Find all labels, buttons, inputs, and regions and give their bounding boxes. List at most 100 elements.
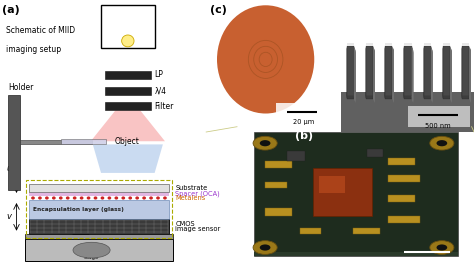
Bar bbox=[346, 47, 354, 97]
Ellipse shape bbox=[253, 241, 277, 254]
Polygon shape bbox=[392, 48, 394, 102]
Polygon shape bbox=[469, 48, 471, 102]
Text: λ/4: λ/4 bbox=[155, 86, 167, 95]
Bar bbox=[276, 103, 335, 124]
Bar bbox=[404, 44, 411, 48]
Bar bbox=[424, 49, 431, 99]
Ellipse shape bbox=[108, 196, 111, 200]
Bar bbox=[462, 47, 469, 97]
Bar bbox=[424, 45, 431, 48]
Polygon shape bbox=[354, 49, 356, 103]
Bar bbox=[385, 45, 392, 49]
Text: Schematic of MIID: Schematic of MIID bbox=[6, 26, 75, 35]
Polygon shape bbox=[373, 46, 375, 100]
Ellipse shape bbox=[149, 196, 153, 200]
Bar bbox=[25, 239, 173, 261]
Text: LP: LP bbox=[155, 70, 164, 79]
Text: imaging setup: imaging setup bbox=[6, 45, 61, 54]
Polygon shape bbox=[93, 144, 163, 173]
Ellipse shape bbox=[260, 140, 271, 146]
Bar bbox=[388, 175, 420, 182]
Bar bbox=[424, 43, 431, 46]
Polygon shape bbox=[431, 46, 432, 100]
Bar bbox=[385, 46, 392, 96]
Bar bbox=[346, 44, 354, 47]
Text: Filter: Filter bbox=[155, 102, 174, 111]
Bar bbox=[404, 49, 411, 99]
Polygon shape bbox=[450, 46, 452, 100]
Bar bbox=[385, 49, 392, 99]
Text: Holder: Holder bbox=[8, 83, 34, 92]
Bar bbox=[341, 92, 474, 132]
Polygon shape bbox=[354, 46, 356, 100]
Bar bbox=[424, 44, 431, 48]
Bar bbox=[19, 140, 92, 144]
Bar bbox=[404, 44, 411, 47]
Bar bbox=[366, 44, 373, 47]
Bar bbox=[462, 45, 469, 48]
Bar bbox=[265, 208, 292, 216]
Bar bbox=[29, 192, 169, 196]
Ellipse shape bbox=[253, 136, 277, 150]
Bar bbox=[105, 87, 151, 95]
Bar bbox=[346, 48, 354, 98]
Bar bbox=[346, 48, 354, 98]
Polygon shape bbox=[469, 49, 471, 103]
Bar bbox=[404, 46, 411, 96]
Text: Spacer (OCA): Spacer (OCA) bbox=[175, 191, 220, 197]
Bar bbox=[26, 180, 172, 238]
Bar bbox=[265, 182, 286, 188]
Polygon shape bbox=[450, 49, 452, 103]
Bar bbox=[404, 47, 411, 97]
Ellipse shape bbox=[430, 136, 454, 150]
Ellipse shape bbox=[115, 196, 118, 200]
Ellipse shape bbox=[73, 196, 76, 200]
Bar bbox=[462, 45, 469, 49]
Bar bbox=[346, 46, 354, 96]
Polygon shape bbox=[354, 48, 356, 102]
Bar bbox=[462, 46, 469, 96]
Bar bbox=[388, 158, 415, 165]
Bar bbox=[366, 45, 373, 49]
Bar bbox=[385, 44, 392, 47]
Ellipse shape bbox=[73, 242, 110, 258]
Bar bbox=[105, 102, 151, 110]
Bar bbox=[29, 219, 169, 234]
Bar bbox=[255, 132, 458, 256]
Bar bbox=[367, 149, 383, 157]
Bar bbox=[443, 44, 450, 47]
Bar bbox=[319, 176, 346, 193]
Bar bbox=[366, 48, 373, 98]
Polygon shape bbox=[469, 48, 471, 102]
Bar bbox=[462, 48, 469, 98]
Text: image sensor: image sensor bbox=[175, 226, 220, 232]
Bar bbox=[443, 47, 450, 97]
Ellipse shape bbox=[52, 196, 55, 200]
Polygon shape bbox=[392, 46, 394, 100]
Bar bbox=[385, 45, 392, 48]
Text: CMOS: CMOS bbox=[175, 221, 195, 227]
Text: Translation
stage: Translation stage bbox=[76, 249, 107, 260]
Bar bbox=[462, 48, 469, 98]
Bar bbox=[424, 48, 431, 98]
Bar bbox=[462, 43, 469, 46]
Bar bbox=[385, 47, 392, 97]
Bar bbox=[366, 48, 373, 98]
Bar bbox=[101, 5, 155, 48]
Ellipse shape bbox=[128, 196, 132, 200]
Polygon shape bbox=[392, 49, 394, 103]
Bar bbox=[255, 252, 458, 256]
Bar bbox=[313, 168, 372, 216]
Text: 500 nm: 500 nm bbox=[425, 123, 451, 129]
Polygon shape bbox=[373, 48, 375, 102]
Ellipse shape bbox=[94, 196, 97, 200]
Bar bbox=[424, 45, 431, 49]
Polygon shape bbox=[450, 48, 452, 102]
Bar bbox=[443, 46, 450, 96]
Bar bbox=[385, 43, 392, 46]
Bar bbox=[462, 49, 469, 99]
Text: (a): (a) bbox=[2, 5, 20, 15]
Bar bbox=[462, 44, 469, 48]
Bar bbox=[443, 44, 450, 48]
Ellipse shape bbox=[142, 196, 146, 200]
